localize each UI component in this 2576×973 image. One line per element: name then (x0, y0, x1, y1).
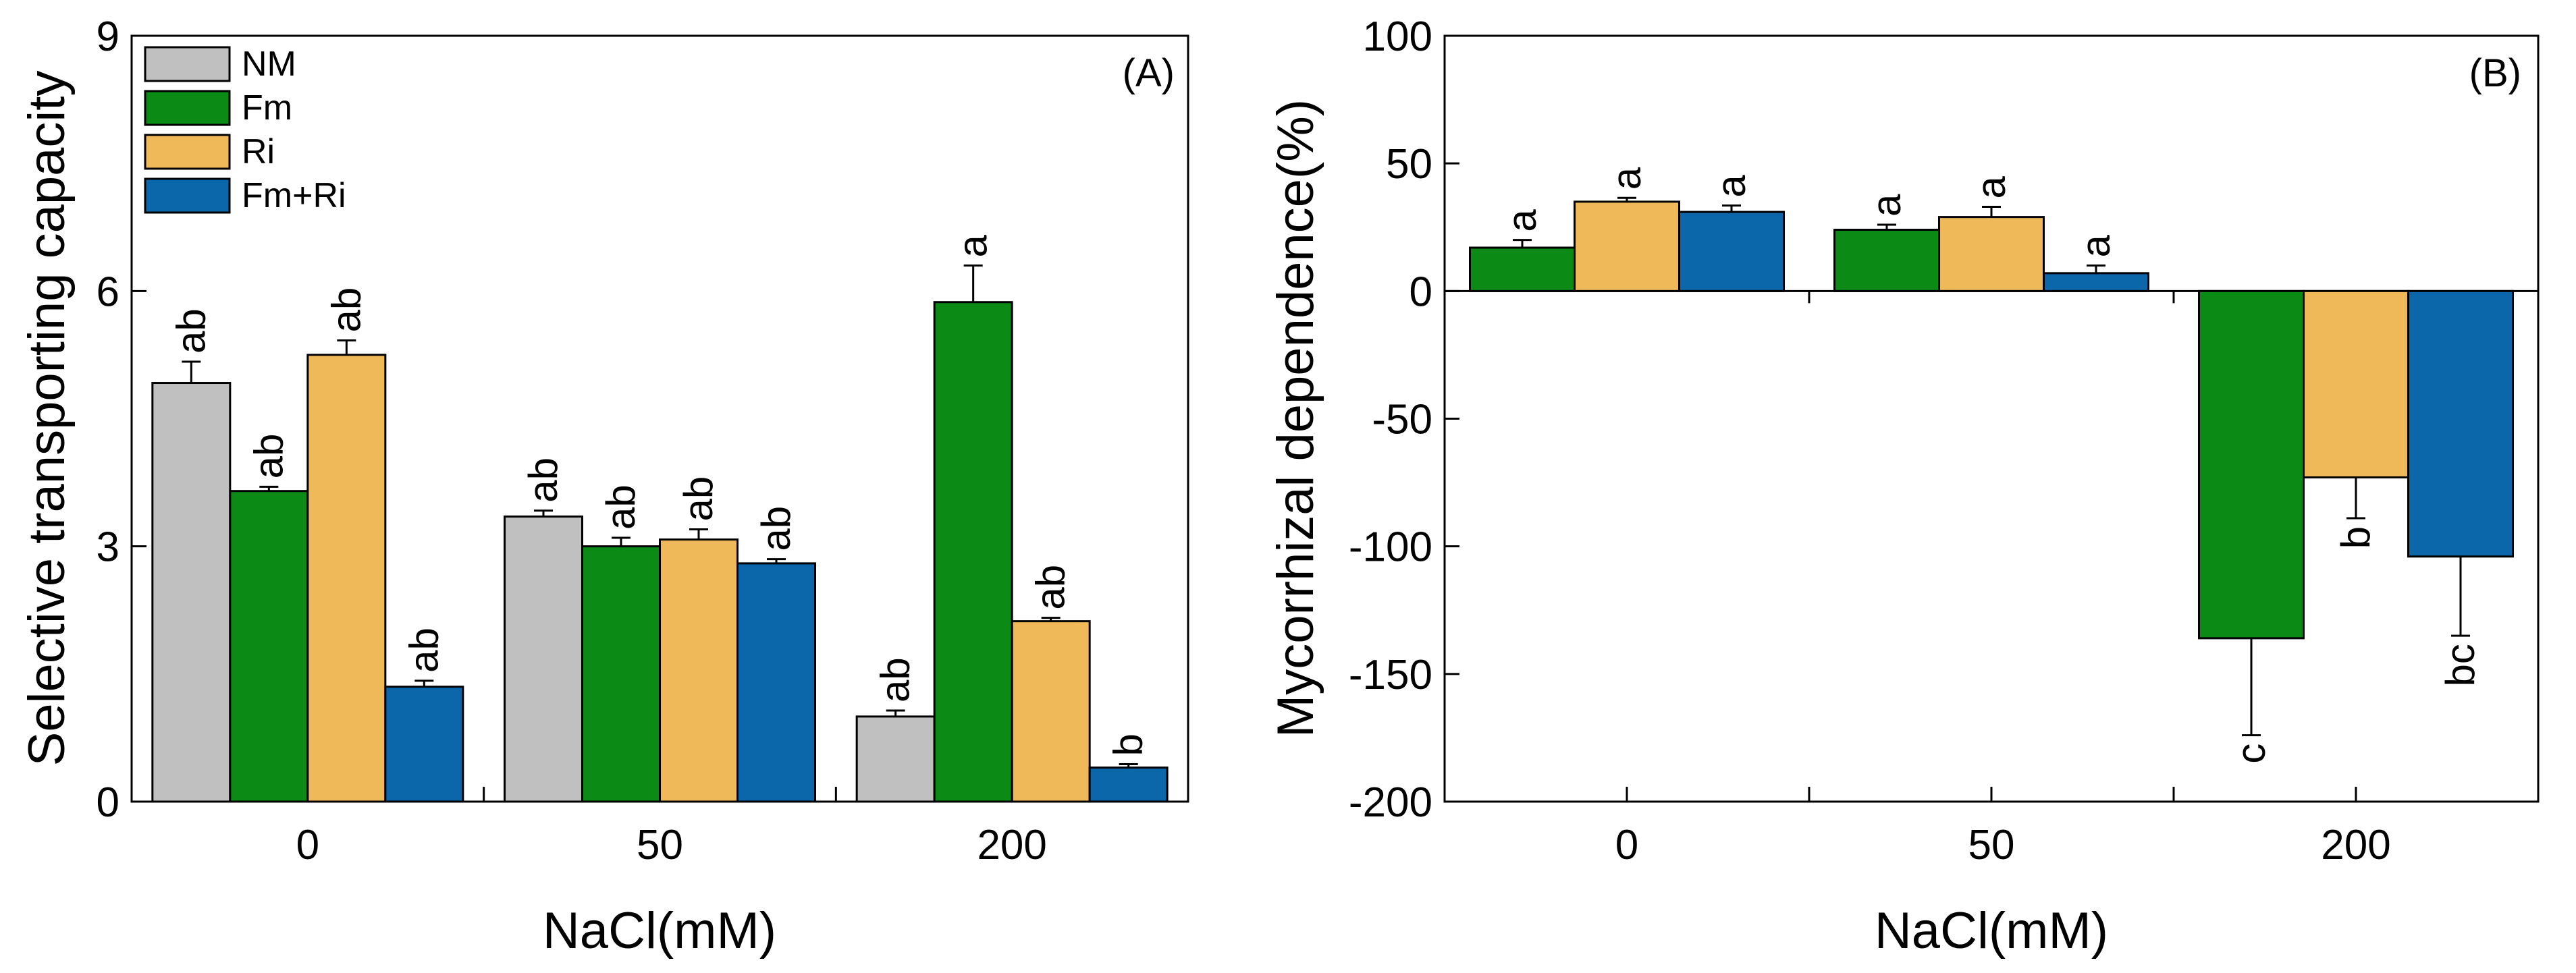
panel-b: (B) Mycorrhizal dependence(%) NaCl(mM) 1… (1267, 13, 2540, 960)
panel-a-y-axis-title: Selective transporting capacity (18, 71, 76, 767)
panel-a-bar-nm-200 (855, 715, 936, 803)
legend-label-nm: NM (242, 45, 296, 84)
panel-b-y-tick-label: -150 (1349, 652, 1432, 698)
panel-a-x-tick-label: 200 (977, 822, 1046, 868)
panel-b-bar-ri-50 (1938, 216, 2045, 292)
panel-b-label: (B) (2469, 51, 2521, 95)
legend-swatch-ri (144, 134, 231, 170)
panel-a-label: (A) (1123, 51, 1175, 95)
panel-b-y-tick-label: -100 (1349, 524, 1432, 571)
panel-b-bar-fm-ri-0 (1678, 211, 1785, 292)
panel-a-significance-label: ab (246, 434, 291, 479)
panel-b-bar-ri-0 (1574, 200, 1680, 292)
panel-a-significance-label: ab (520, 457, 566, 503)
panel-a-x-axis-title: NaCl(mM) (543, 902, 776, 960)
panel-a-x-tick-label: 50 (637, 822, 683, 868)
panel-a-y-tick-label: 3 (97, 524, 119, 571)
panel-b-bar-ri-200 (2303, 289, 2409, 479)
panel-a-bar-fm-200 (933, 301, 1013, 803)
panel-a-bar-fm-50 (581, 545, 661, 803)
panel-a: (A) Selective transporting capacity NaCl… (18, 13, 1189, 960)
panel-a-significance-label: ab (598, 484, 643, 530)
panel-b-x-tick-label: 50 (1968, 822, 2015, 868)
panel-b-significance-label: bc (2438, 644, 2483, 686)
panel-b-y-tick-label: 0 (1410, 269, 1432, 315)
panel-b-significance-label: b (2333, 526, 2378, 549)
panel-b-bar-fm-ri-200 (2407, 289, 2514, 558)
panel-b-x-tick-label: 0 (1615, 822, 1638, 868)
panel-a-significance-label: ab (873, 657, 918, 702)
panel-a-bar-ri-0 (306, 354, 387, 803)
legend-swatch-nm (144, 46, 231, 82)
panel-b-x-axis-title: NaCl(mM) (1875, 902, 2108, 960)
panel-b-significance-label: c (2228, 744, 2274, 764)
panel-a-bar-ri-200 (1011, 620, 1091, 803)
panel-a-significance-label: ab (753, 506, 799, 551)
legend: NM Fm Ri Fm+Ri (144, 45, 346, 215)
panel-b-significance-label: a (1709, 175, 1754, 198)
panel-b-bar-fm-50 (1833, 229, 1940, 292)
panel-a-y-tick-label: 0 (97, 779, 119, 826)
panel-a-bar-nm-0 (151, 382, 232, 803)
legend-label-fm-ri: Fm+Ri (242, 176, 346, 215)
panel-a-bar-fm-ri-0 (384, 686, 464, 803)
panel-b-y-tick-label: -50 (1372, 397, 1432, 443)
panel-a-y-tick-label: 9 (97, 13, 119, 60)
panel-a-bar-fm-0 (229, 490, 309, 803)
panel-b-y-tick-label: 50 (1386, 141, 1432, 188)
panel-a-significance-label: b (1106, 733, 1151, 756)
panel-b-content: 100 50 0 -50 -100 -150 -200 0 a a a 50 a a a 200 c b bc (1349, 13, 2538, 868)
legend-swatch-fm (144, 90, 231, 126)
panel-b-significance-label: a (1864, 194, 1909, 217)
panel-b-x-tick-label: 200 (2321, 822, 2390, 868)
panel-a-significance-label: a (950, 235, 996, 258)
panel-a-bar-fm-ri-50 (736, 562, 816, 803)
panel-a-significance-label: ab (168, 308, 213, 354)
panel-b-significance-label: a (1604, 167, 1649, 190)
panel-a-x-tick-label: 0 (296, 822, 319, 868)
panel-b-bar-fm-200 (2198, 289, 2305, 640)
panel-b-bar-fm-0 (1469, 246, 1576, 292)
panel-b-y-tick-label: 100 (1363, 13, 1432, 60)
panel-a-significance-label: ab (1028, 565, 1073, 610)
panel-b-significance-label: a (1499, 209, 1545, 232)
legend-label-fm: Fm (242, 88, 292, 128)
legend-label-ri: Ri (242, 132, 275, 171)
panel-a-bar-ri-50 (659, 538, 739, 803)
panel-b-y-tick-label: -200 (1349, 779, 1432, 826)
panel-b-significance-label: a (2073, 235, 2118, 258)
panel-a-bar-fm-ri-200 (1088, 767, 1169, 803)
panel-b-bar-fm-ri-50 (2043, 272, 2149, 292)
panel-a-significance-label: ab (401, 628, 446, 673)
panel-a-significance-label: ab (676, 476, 721, 522)
panel-b-y-axis-title: Mycorrhizal dependence(%) (1267, 99, 1324, 738)
panel-b-significance-label: a (1968, 175, 2014, 198)
panel-a-bar-nm-50 (504, 516, 583, 803)
panel-a-significance-label: ab (323, 287, 369, 333)
legend-swatch-fm-ri (144, 177, 231, 214)
panel-a-y-tick-label: 6 (97, 269, 119, 315)
